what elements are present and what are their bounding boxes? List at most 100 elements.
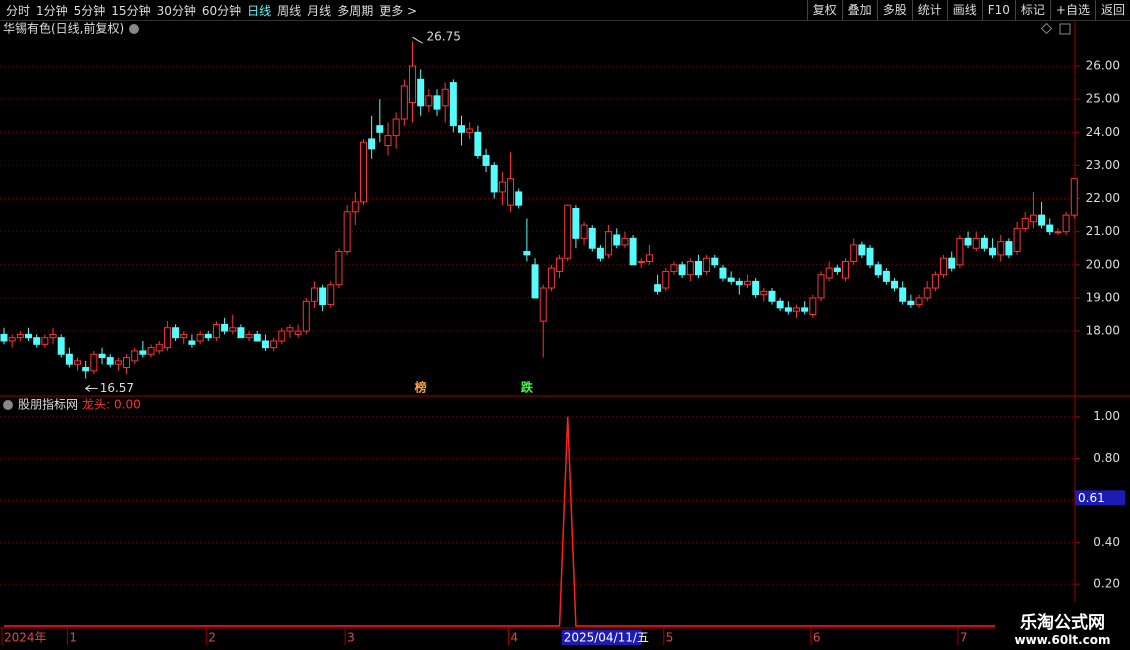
candle-body	[523, 251, 531, 256]
candle-body	[580, 224, 588, 239]
candle-body	[376, 125, 384, 133]
candle-body	[752, 280, 760, 296]
y-tick-label: 0.40	[1093, 535, 1120, 549]
y-tick-label: 0.80	[1093, 451, 1120, 465]
candle-body	[253, 333, 261, 342]
watermark: 乐淘公式网 www.60lt.com	[995, 602, 1130, 650]
tool-button[interactable]: 画线	[946, 0, 982, 20]
period-tab[interactable]: 月线	[307, 3, 332, 18]
period-tab[interactable]: 更多 >	[379, 3, 418, 18]
candle-body	[368, 138, 376, 150]
tool-button[interactable]: F10	[981, 0, 1015, 20]
indicator-title: 股朋指标网	[18, 397, 78, 412]
candle-body	[139, 350, 147, 355]
tool-button[interactable]: 复权	[806, 0, 842, 20]
candle-body	[719, 267, 727, 279]
candle-body	[123, 357, 131, 369]
y-tick-label: 23.00	[1086, 158, 1120, 172]
candle-body	[866, 247, 874, 266]
title-menu-icon[interactable]	[129, 24, 139, 34]
candle-body	[82, 367, 90, 372]
candle-body	[613, 234, 621, 246]
candle-body	[1038, 214, 1046, 226]
candle-body	[16, 333, 24, 339]
candle-body	[498, 181, 506, 193]
candle-body	[940, 257, 948, 276]
candle-body	[817, 274, 825, 299]
signal: 跌	[521, 380, 534, 395]
candle-body	[98, 353, 106, 359]
candle-body	[433, 95, 441, 110]
candle-body	[842, 260, 850, 279]
candle-body	[278, 330, 286, 342]
period-tab[interactable]: 5分钟	[73, 3, 106, 18]
period-tab[interactable]: 多周期	[337, 3, 374, 18]
tool-button[interactable]: 多股	[876, 0, 912, 20]
tool-button[interactable]: 叠加	[841, 0, 877, 20]
candle-body	[458, 125, 466, 133]
panel-icon[interactable]	[1059, 23, 1071, 35]
x-tick-label: 7	[960, 631, 968, 645]
candle-body	[229, 327, 237, 332]
candle-body	[180, 333, 188, 339]
x-tick-label: 2	[208, 631, 216, 645]
candle-body	[310, 287, 318, 302]
x-cursor-box	[561, 630, 642, 645]
candle-body	[57, 337, 65, 355]
y-tick-label: 22.00	[1086, 191, 1120, 205]
min-arrow-head	[84, 385, 90, 392]
candle-body	[196, 333, 204, 342]
candle-body	[596, 247, 604, 259]
candle-body	[343, 211, 351, 253]
tool-button[interactable]: +自选	[1049, 0, 1095, 20]
x-tick-label: 6	[813, 631, 821, 645]
candle-body	[441, 88, 449, 107]
tool-button[interactable]: 返回	[1094, 0, 1130, 20]
candle-body	[776, 300, 784, 309]
tool-button[interactable]: 统计	[911, 0, 947, 20]
period-tab[interactable]: 日线	[247, 3, 272, 18]
candle-body	[41, 337, 49, 345]
candle-body	[384, 135, 392, 147]
candle-body	[172, 327, 180, 339]
candle-body	[204, 333, 212, 339]
period-tab[interactable]: 分时	[6, 3, 31, 18]
candle-body	[735, 280, 743, 286]
period-tab[interactable]: 周线	[277, 3, 302, 18]
period-tab[interactable]: 1分钟	[36, 3, 68, 18]
candle-body	[74, 360, 82, 365]
candle-body	[515, 191, 523, 206]
y-tick-label: 0.20	[1093, 577, 1120, 591]
candle-body	[637, 260, 645, 263]
period-tab[interactable]: 60分钟	[201, 3, 242, 18]
period-tab[interactable]: 15分钟	[111, 3, 151, 18]
candle-body	[400, 85, 408, 120]
candle-body	[409, 65, 416, 103]
candle-body	[907, 300, 915, 306]
indicator-menu-icon[interactable]	[3, 400, 13, 410]
cursor-value: 0.61	[1078, 491, 1105, 505]
candle-body	[466, 128, 474, 133]
candle-body	[989, 247, 997, 256]
indicator-name: 龙头:	[82, 398, 110, 412]
candle-body	[1070, 178, 1078, 216]
candle-body	[449, 82, 457, 127]
candle-body	[25, 333, 33, 339]
candle-body	[792, 307, 800, 312]
y-tick-label: 19.00	[1086, 290, 1120, 304]
tool-button[interactable]: 标记	[1014, 0, 1050, 20]
candle-body	[392, 118, 400, 137]
candle-body	[801, 307, 809, 312]
candle-body	[33, 337, 41, 345]
candle-body	[1062, 214, 1070, 233]
y-tick-label: 21.00	[1086, 224, 1120, 238]
candle-body	[8, 337, 16, 342]
diamond-icon[interactable]	[1040, 22, 1053, 35]
candle-body	[237, 327, 245, 339]
period-tab[interactable]: 30分钟	[156, 3, 196, 18]
candle-body	[270, 340, 278, 349]
x-tick-label: 5	[666, 631, 674, 645]
candle-body	[1005, 241, 1013, 256]
